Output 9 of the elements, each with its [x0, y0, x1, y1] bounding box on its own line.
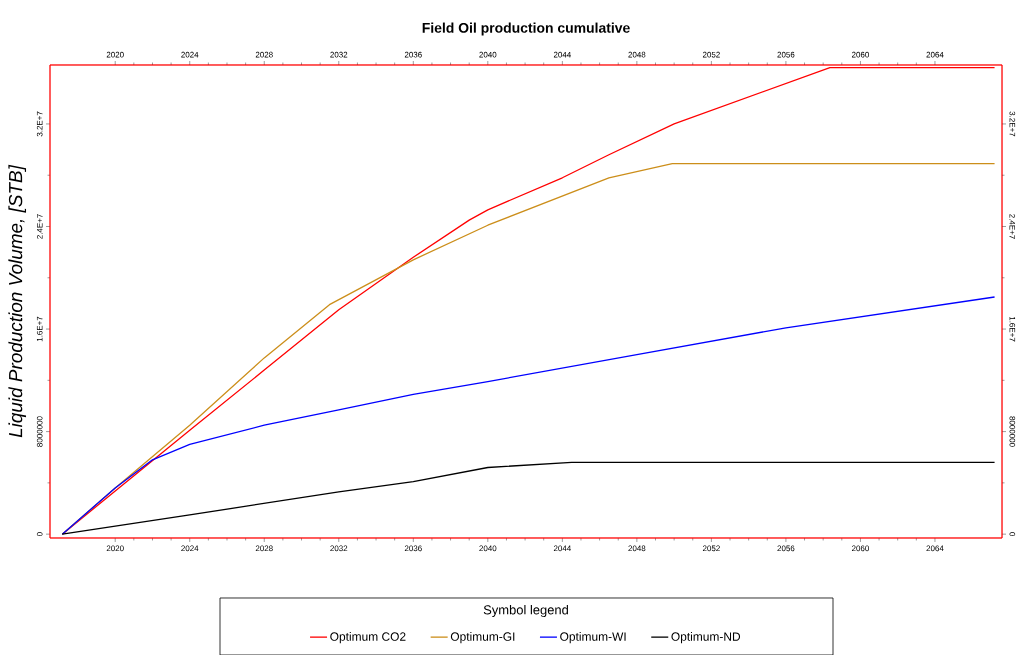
line-series — [61, 296, 996, 535]
legend-title: Symbol legend — [483, 604, 568, 617]
legend-label: Optimum-GI — [450, 631, 515, 644]
y-axis-title: Liquid Production Volume, [STB] — [8, 164, 27, 438]
line-series — [61, 461, 996, 535]
legend-label: Optimum CO2 — [330, 631, 406, 644]
legend-label: Optimum-WI — [560, 631, 626, 644]
legend-label: Optimum-ND — [671, 631, 741, 644]
chart-title: Field Oil production cumulative — [422, 22, 630, 36]
